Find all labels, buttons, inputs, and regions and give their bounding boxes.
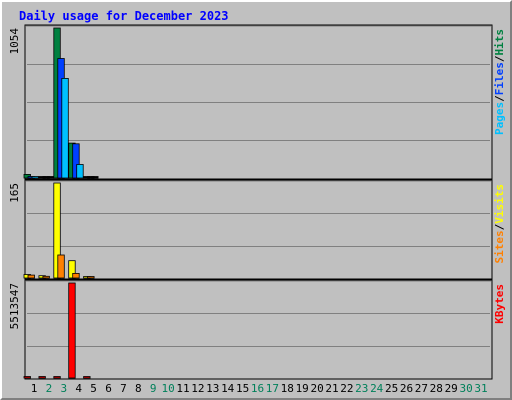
day-label-6: 6 [105, 382, 112, 395]
bar-kbytes-day-3 [53, 376, 61, 379]
day-label-15: 15 [236, 382, 249, 395]
day-label-8: 8 [135, 382, 142, 395]
legend-entry: Pages [493, 102, 506, 135]
legend-entry: Hits [493, 29, 506, 56]
legend-entry: KBytes [493, 284, 506, 324]
bar-sites-day-4 [72, 272, 80, 279]
kbytes-legend: KBytes [493, 284, 506, 324]
day-label-22: 22 [340, 382, 353, 395]
day-label-29: 29 [445, 382, 458, 395]
legend-entry: Files [493, 62, 506, 95]
day-label-16: 16 [251, 382, 264, 395]
day-label-17: 17 [266, 382, 279, 395]
day-label-27: 27 [415, 382, 428, 395]
legend-entry: / [493, 55, 506, 62]
day-label-1: 1 [31, 382, 38, 395]
day-label-26: 26 [400, 382, 413, 395]
hits-files-pages-legend: Pages/Files/Hits [493, 29, 506, 135]
bar-visits-day-3 [53, 182, 61, 279]
day-label-2: 2 [46, 382, 53, 395]
bar-sites-day-3 [57, 254, 65, 279]
day-label-23: 23 [355, 382, 368, 395]
bar-sites-day-1 [27, 274, 35, 279]
day-label-30: 30 [459, 382, 472, 395]
day-label-14: 14 [221, 382, 235, 395]
bar-pages-day-5 [91, 176, 99, 179]
bar-pages-day-2 [46, 176, 54, 179]
day-label-3: 3 [60, 382, 67, 395]
bar-kbytes-day-2 [38, 376, 46, 379]
day-label-12: 12 [191, 382, 204, 395]
legend-entry: / [493, 223, 506, 230]
day-label-28: 28 [430, 382, 443, 395]
legend-entry: Visits [493, 184, 506, 224]
kbytes-max-label: 5513547 [8, 283, 21, 329]
day-label-19: 19 [296, 382, 309, 395]
day-label-13: 13 [206, 382, 219, 395]
bar-pages-day-4 [76, 164, 84, 179]
day-label-5: 5 [90, 382, 97, 395]
day-label-10: 10 [161, 382, 174, 395]
bar-kbytes-day-5 [83, 376, 91, 379]
bar-pages-day-1 [31, 176, 39, 179]
day-label-9: 9 [150, 382, 157, 395]
bar-kbytes-day-1 [23, 376, 31, 379]
day-label-25: 25 [385, 382, 398, 395]
legend-entry: / [493, 95, 506, 102]
bar-pages-day-3 [61, 78, 69, 179]
day-label-31: 31 [474, 382, 487, 395]
visits-sites-max-label: 165 [8, 183, 21, 203]
hits-files-pages-max-label: 1054 [8, 28, 21, 55]
day-label-21: 21 [325, 382, 338, 395]
bar-visits-day-4 [68, 260, 76, 279]
bar-files-day-4 [72, 143, 80, 179]
day-label-7: 7 [120, 382, 127, 395]
chart-title: Daily usage for December 2023 [19, 9, 229, 23]
visits-sites-panel [24, 179, 493, 280]
bar-sites-day-2 [42, 275, 50, 279]
day-label-11: 11 [176, 382, 189, 395]
bar-kbytes-day-4 [68, 282, 76, 379]
day-label-4: 4 [75, 382, 82, 395]
legend-entry: Sites [493, 230, 506, 263]
day-label-20: 20 [310, 382, 323, 395]
day-label-18: 18 [281, 382, 294, 395]
bar-sites-day-5 [87, 276, 95, 279]
day-label-24: 24 [370, 382, 384, 395]
visits-sites-legend: Sites/Visits [493, 184, 506, 264]
kbytes-panel [24, 279, 493, 380]
